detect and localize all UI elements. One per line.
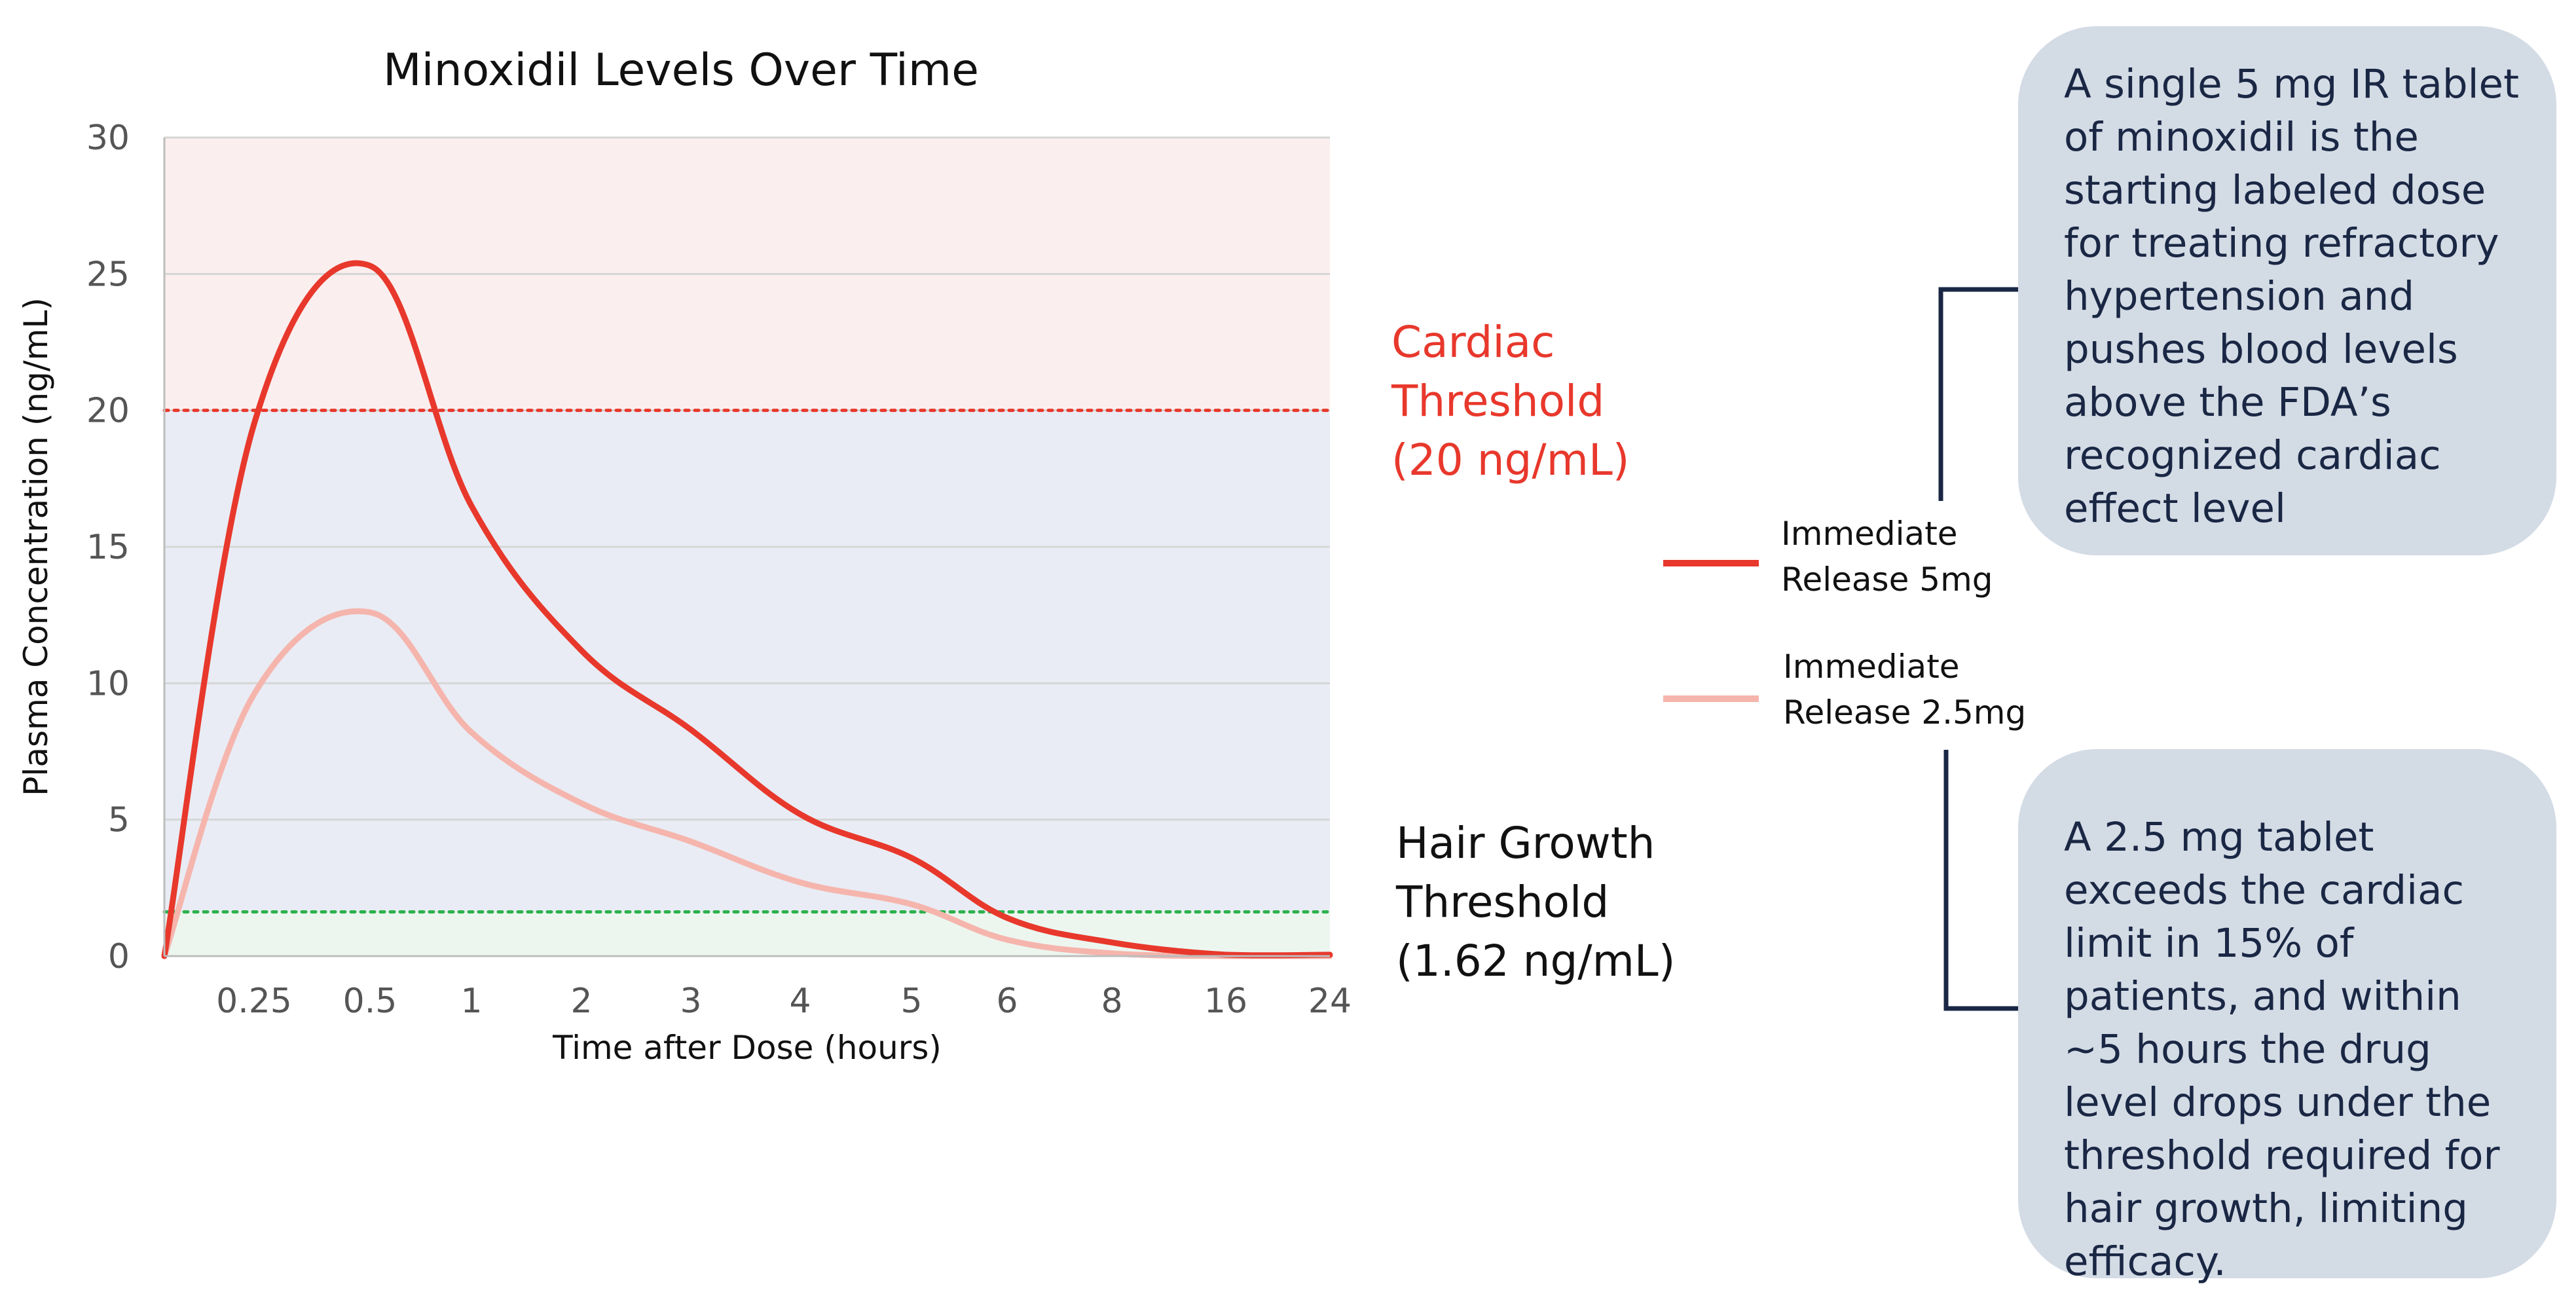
threshold-lines <box>162 409 1332 914</box>
threshold-label-line: (1.62 ng/mL) <box>1396 936 1675 986</box>
series-line-immediate-release-5mg <box>161 260 1333 959</box>
x-tick-label: 6 <box>996 982 1018 1021</box>
x-tick-label: 8 <box>1101 982 1122 1021</box>
y-tick-label: 5 <box>108 801 130 840</box>
y-tick-label: 10 <box>86 664 130 703</box>
x-tick-label: 3 <box>680 982 701 1021</box>
callout-5mg: A single 5 mg IR tablet of minoxidil is … <box>2018 26 2556 555</box>
series-line-immediate-release-2-5mg <box>161 608 1333 959</box>
y-tick-label: 20 <box>86 392 130 431</box>
connector-top <box>1938 287 2018 501</box>
threshold-label-line: Hair Growth <box>1396 818 1655 868</box>
threshold-label-line: Threshold <box>1391 376 1604 426</box>
legend-label-line: Immediate <box>1783 648 1960 686</box>
y-tick-label: 25 <box>86 255 130 294</box>
legend-label-line: Release 2.5mg <box>1783 693 2026 731</box>
series-lines <box>161 260 1333 959</box>
legend-label-line: Release 5mg <box>1781 561 1993 599</box>
x-tick-label: 5 <box>900 982 922 1021</box>
threshold-label-line: (20 ng/mL) <box>1391 435 1629 485</box>
threshold-label-line: Cardiac <box>1391 317 1555 367</box>
y-tick-label: 0 <box>108 937 130 976</box>
legend: Immediate Release 5mg Immediate Release 2.5… <box>1663 515 2026 731</box>
legend-label: Immediate Release 2.5mg <box>1783 648 2026 731</box>
cardiac-threshold-label: Cardiac Threshold (20 ng/mL) <box>1391 317 1629 485</box>
y-tick-label: 15 <box>86 528 130 567</box>
legend-label: Immediate Release 5mg <box>1781 515 1993 599</box>
y-tick-label: 30 <box>86 119 130 158</box>
band-1 <box>164 410 1330 912</box>
x-tick-label: 24 <box>1308 982 1352 1021</box>
threshold-label-line: Threshold <box>1395 877 1609 927</box>
connector-bottom <box>1943 750 2018 1011</box>
x-tick-label: 4 <box>789 982 811 1021</box>
hair-growth-threshold-label: Hair Growth Threshold (1.62 ng/mL) <box>1395 818 1675 986</box>
x-tick-label: 1 <box>460 982 482 1021</box>
x-tick-label: 0.5 <box>343 982 397 1021</box>
callout-2-5mg: A 2.5 mg tablet exceeds the cardiac limi… <box>2018 749 2556 1285</box>
axes <box>163 138 1330 957</box>
legend-label-line: Immediate <box>1781 515 1958 553</box>
x-axis-title: Time after Dose (hours) <box>552 1029 942 1067</box>
callout-connectors <box>1938 287 2018 1011</box>
chart-labels: Minoxidil Levels Over Time0510152025300.… <box>17 45 1675 1067</box>
y-axis-title: Plasma Concentration (ng/mL) <box>17 297 55 796</box>
chart-title: Minoxidil Levels Over Time <box>383 45 979 96</box>
x-tick-label: 2 <box>570 982 592 1021</box>
x-tick-label: 0.25 <box>216 982 292 1021</box>
x-tick-label: 16 <box>1204 982 1247 1021</box>
